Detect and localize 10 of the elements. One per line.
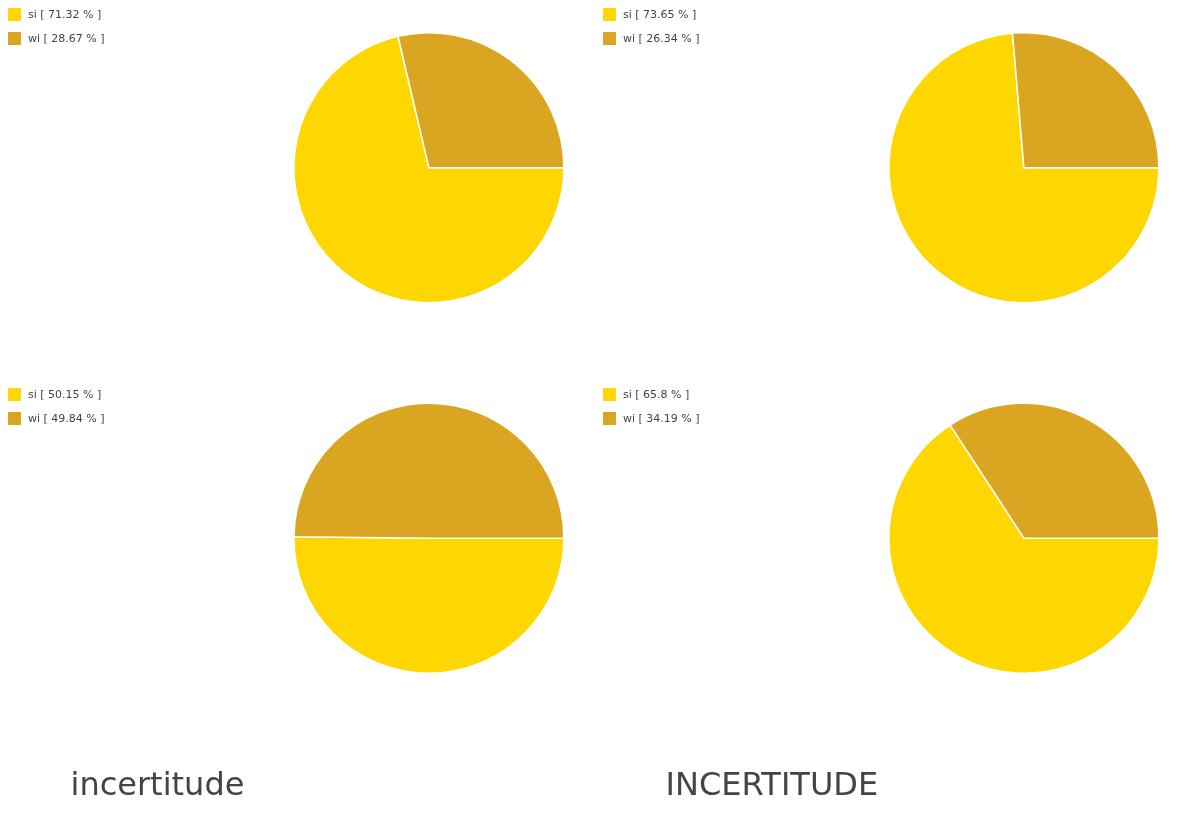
legend-label: si [ 65.8 % ] — [623, 387, 690, 401]
legend-label: si [ 71.32 % ] — [28, 7, 102, 21]
legend-label: si [ 50.15 % ] — [28, 387, 102, 401]
text: INCERTITUDE — [665, 764, 879, 803]
legend-label: si [ 73.65 % ] — [623, 7, 697, 21]
legend-label: wi [ 34.19 % ] — [623, 411, 700, 425]
legend-label: wi [ 28.67 % ] — [28, 31, 105, 45]
legend-label: wi [ 49.84 % ] — [28, 411, 105, 425]
legend-label: wi [ 26.34 % ] — [623, 31, 700, 45]
text: incertitude — [70, 764, 245, 803]
